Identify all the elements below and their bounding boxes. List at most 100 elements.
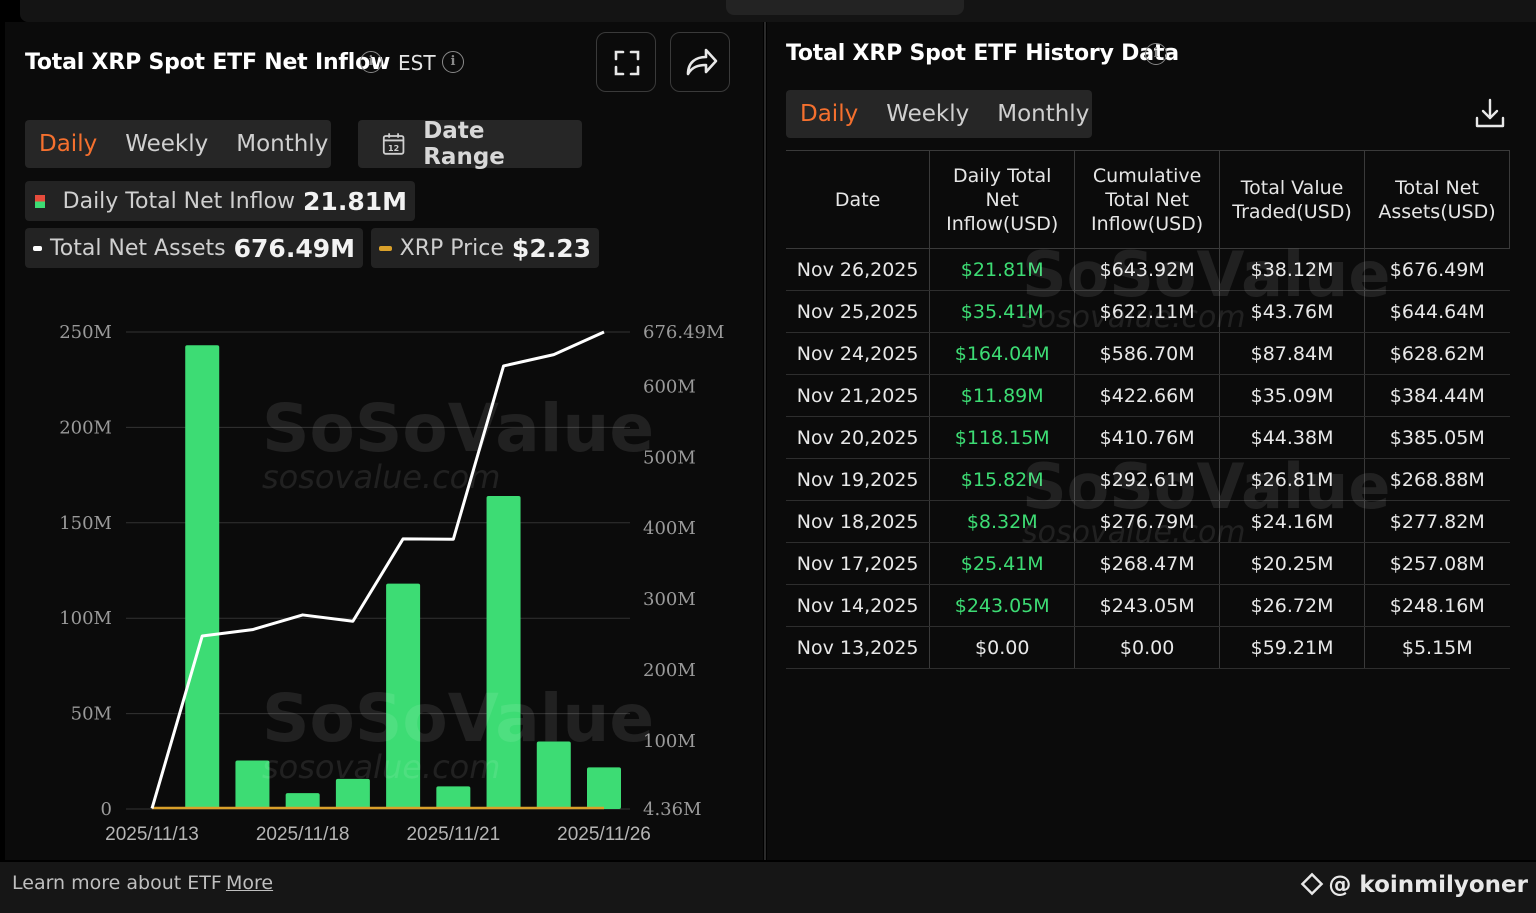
table-row[interactable]: Nov 19,2025 $15.82M $292.61M $26.81M $268.88… (786, 458, 1510, 501)
col-cumulative-inflow-cell: $622.11M (1074, 290, 1220, 333)
date-range-button[interactable]: 12 Date Range (358, 118, 582, 170)
col-date-cell: Nov 13,2025 (786, 626, 930, 669)
col-cumulative-inflow-cell: $292.61M (1074, 458, 1220, 501)
author-handle-text: @ koinmilyoner (1328, 872, 1528, 898)
net-assets-line (150, 330, 605, 809)
col-date-cell: Nov 18,2025 (786, 500, 930, 543)
col-net-assets-cell: $676.49M (1364, 248, 1510, 291)
author-handle: @ koinmilyoner (1301, 872, 1528, 898)
legend-assets[interactable]: Total Net Assets 676.49M (25, 228, 363, 268)
panel-divider (764, 22, 766, 860)
x-tick-label: 2025/11/13 (105, 824, 199, 845)
col-net-assets-cell: $248.16M (1364, 584, 1510, 627)
share-button[interactable] (670, 32, 730, 92)
bar (536, 741, 571, 809)
more-link[interactable]: More (226, 872, 274, 894)
col-value-traded-cell: $59.21M (1219, 626, 1365, 669)
y-left-tick-label: 50M (71, 704, 112, 725)
y-left-tick-label: 150M (59, 513, 112, 534)
col-value-traded-cell: $35.09M (1219, 374, 1365, 417)
table-row[interactable]: Nov 17,2025 $25.41M $268.47M $20.25M $257.08… (786, 542, 1510, 585)
table-row[interactable]: Nov 26,2025 $21.81M $643.92M $38.12M $676.49… (786, 248, 1510, 291)
legend-assets-swatch (33, 245, 43, 251)
inflow-period-tabs: Daily Weekly Monthly (25, 120, 331, 168)
legend-inflow-value: 21.81M (303, 186, 407, 216)
col-cumulative-inflow-cell: $276.79M (1074, 500, 1220, 543)
col-net-assets-cell: $257.08M (1364, 542, 1510, 585)
timezone-label[interactable]: EST (398, 51, 436, 75)
binance-icon (1301, 872, 1324, 896)
bar (185, 345, 220, 809)
inflow-title: Total XRP Spot ETF Net Inflow (25, 50, 391, 75)
fullscreen-icon (614, 50, 640, 76)
history-title: Total XRP Spot ETF History Data (786, 41, 1179, 66)
legend-price-label: XRP Price (399, 235, 504, 261)
bar (486, 496, 521, 809)
col-date-cell: Nov 20,2025 (786, 416, 930, 459)
history-tab-monthly[interactable]: Monthly (997, 101, 1090, 127)
col-date-cell: Nov 21,2025 (786, 374, 930, 417)
history-tab-weekly[interactable]: Weekly (886, 101, 970, 127)
history-tab-daily[interactable]: Daily (800, 101, 859, 127)
legend-inflow[interactable]: Daily Total Net Inflow 21.81M (25, 181, 415, 221)
download-icon[interactable] (1472, 96, 1508, 132)
col-date-header: Date (786, 150, 930, 249)
legend-inflow-swatch (35, 194, 45, 208)
col-daily-inflow-cell: $25.41M (929, 542, 1075, 585)
table-row[interactable]: Nov 20,2025 $118.15M $410.76M $44.38M $385.0… (786, 416, 1510, 459)
table-row[interactable]: Nov 24,2025 $164.04M $586.70M $87.84M $628.6… (786, 332, 1510, 375)
table-row[interactable]: Nov 18,2025 $8.32M $276.79M $24.16M $277.82M (786, 500, 1510, 543)
x-tick-label: 2025/11/26 (557, 824, 651, 845)
col-cumulative-inflow-cell: $586.70M (1074, 332, 1220, 375)
bar (285, 793, 320, 809)
col-date-cell: Nov 26,2025 (786, 248, 930, 291)
col-cumulative-inflow-cell: $0.00 (1074, 626, 1220, 669)
legend-price[interactable]: XRP Price $2.23 (371, 228, 599, 268)
y-right-tick-label: 500M (643, 447, 696, 468)
x-tick-label: 2025/11/21 (406, 824, 500, 845)
footer: Learn more about ETF More @ koinmilyoner (0, 862, 1536, 913)
table-row[interactable]: Nov 13,2025 $0.00 $0.00 $59.21M $5.15M (786, 626, 1510, 669)
col-daily-inflow-cell: $15.82M (929, 458, 1075, 501)
col-value-traded-cell: $26.81M (1219, 458, 1365, 501)
tab-monthly[interactable]: Monthly (236, 131, 329, 157)
col-net-assets-cell: $5.15M (1364, 626, 1510, 669)
tab-weekly[interactable]: Weekly (125, 131, 209, 157)
col-value-traded-cell: $20.25M (1219, 542, 1365, 585)
col-date-cell: Nov 17,2025 (786, 542, 930, 585)
y-left-tick-label: 200M (59, 417, 112, 438)
table-row[interactable]: Nov 14,2025 $243.05M $243.05M $26.72M $248.1… (786, 584, 1510, 627)
history-table: Date Daily Total Net Inflow(USD) Cumulativ… (786, 150, 1510, 669)
legend-inflow-label: Daily Total Net Inflow (62, 188, 296, 214)
info-icon[interactable]: i (360, 51, 382, 73)
y-right-tick-label: 676.49M (643, 322, 724, 343)
col-daily-inflow-cell: $21.81M (929, 248, 1075, 291)
col-net-assets-cell: $644.64M (1364, 290, 1510, 333)
col-daily-inflow-cell: $164.04M (929, 332, 1075, 375)
history-period-tabs: Daily Weekly Monthly (786, 90, 1092, 138)
table-row[interactable]: Nov 25,2025 $35.41M $622.11M $43.76M $644.64… (786, 290, 1510, 333)
col-cumulative-inflow-cell: $643.92M (1074, 248, 1220, 291)
fullscreen-button[interactable] (596, 32, 656, 92)
tab-daily[interactable]: Daily (39, 131, 98, 157)
col-net-assets-header: Total Net Assets(USD) (1364, 150, 1510, 249)
timezone-info-icon[interactable]: i (442, 51, 464, 73)
col-cumulative-inflow-cell: $422.66M (1074, 374, 1220, 417)
col-daily-inflow-cell: $35.41M (929, 290, 1075, 333)
top-tab-pill[interactable] (726, 0, 964, 15)
y-right-tick-label: 4.36M (643, 799, 702, 820)
col-value-traded-cell: $44.38M (1219, 416, 1365, 459)
date-range-label: Date Range (423, 118, 505, 170)
top-bar (20, 0, 1536, 22)
col-daily-inflow-cell: $243.05M (929, 584, 1075, 627)
col-date-cell: Nov 24,2025 (786, 332, 930, 375)
col-net-assets-cell: $277.82M (1364, 500, 1510, 543)
x-tick-label: 2025/11/18 (256, 824, 350, 845)
y-left-tick-label: 0 (101, 799, 112, 820)
table-row[interactable]: Nov 21,2025 $11.89M $422.66M $35.09M $384.44… (786, 374, 1510, 417)
y-right-tick-label: 600M (643, 376, 696, 397)
legend-assets-value: 676.49M (233, 233, 355, 263)
history-info-icon[interactable]: i (1145, 43, 1167, 65)
col-daily-inflow-header: Daily Total Net Inflow(USD) (929, 150, 1075, 249)
col-value-traded-header: Total Value Traded(USD) (1219, 150, 1365, 249)
